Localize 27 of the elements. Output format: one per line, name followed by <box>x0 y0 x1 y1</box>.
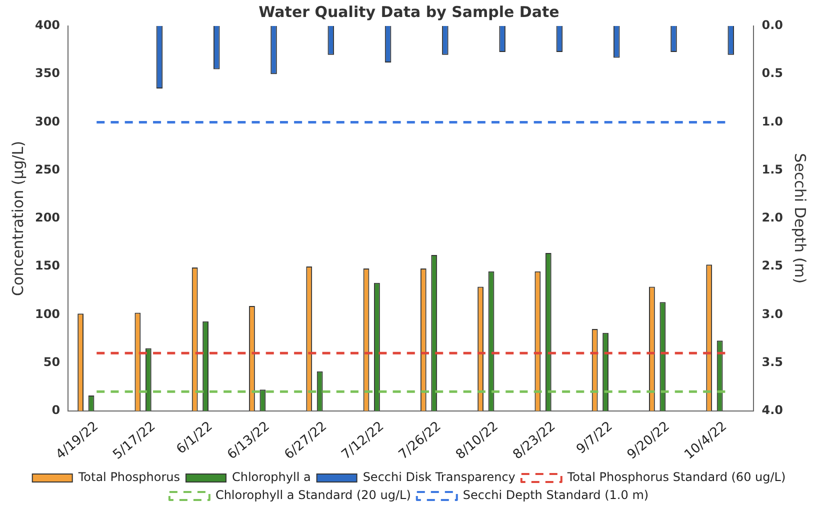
y-axis-title: Concentration (µg/L) <box>8 140 27 296</box>
y-tick-label: 100 <box>34 306 60 321</box>
y2-tick-label: 2.5 <box>762 258 784 273</box>
legend-label: Chlorophyll a <box>232 470 311 484</box>
y2-tick-label: 2.0 <box>762 210 784 225</box>
y2-tick-label: 4.0 <box>762 402 784 417</box>
y2-tick-label: 3.0 <box>762 306 784 321</box>
y2-tick-label: 1.0 <box>762 114 784 128</box>
y2-axis-title: Secchi Depth (m) <box>791 153 810 284</box>
legend-label: Chlorophyll a Standard (20 ug/L) <box>215 488 411 502</box>
y-tick-label: 350 <box>34 66 60 80</box>
y2-tick-label: 3.5 <box>762 354 784 369</box>
legend-label: Secchi Disk Transparency <box>362 470 516 484</box>
y-tick-label: 300 <box>34 114 60 128</box>
y-tick-label: 200 <box>34 210 60 225</box>
y-tick-label: 150 <box>34 258 60 273</box>
y2-tick-label: 0.0 <box>762 18 784 32</box>
y2-tick-label: 0.5 <box>762 66 784 80</box>
y-tick-label: 400 <box>34 18 60 32</box>
y-tick-label: 250 <box>34 162 60 176</box>
legend-label: Secchi Depth Standard (1.0 m) <box>462 488 649 502</box>
y-tick-label: 50 <box>43 354 60 369</box>
y2-tick-label: 1.5 <box>762 162 784 176</box>
y-tick-label: 0 <box>52 402 60 417</box>
legend-label: Total Phosphorus <box>77 470 180 484</box>
legend-label: Total Phosphorus Standard (60 ug/L) <box>566 470 786 484</box>
chart-title: Water Quality Data by Sample Date <box>258 2 560 21</box>
